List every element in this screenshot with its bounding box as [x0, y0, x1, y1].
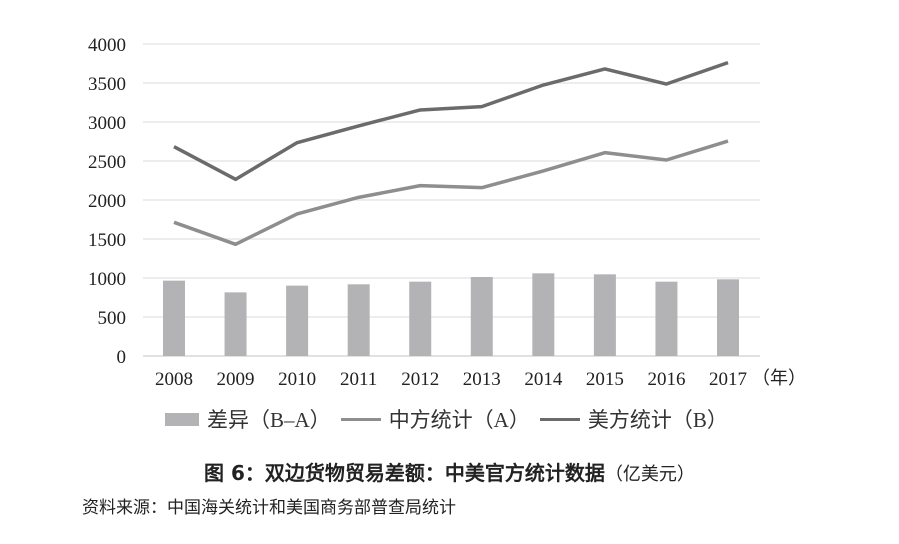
bar [470, 276, 493, 356]
legend: 差异（B–A） 中方统计（A） 美方统计（B） [165, 404, 738, 434]
y-tick-label: 2000 [88, 191, 126, 212]
x-tick-label: 2008 [155, 369, 193, 390]
bar [409, 281, 432, 356]
series-line [173, 60, 729, 182]
title-unit: （亿美元） [604, 464, 695, 484]
x-tick-label: 2013 [463, 369, 501, 390]
bar [532, 273, 555, 356]
y-tick-label: 3000 [88, 113, 126, 134]
y-tick-label: 0 [117, 347, 127, 368]
title-text: 图 6：双边货物贸易差额：中美官方统计数据 [204, 461, 605, 485]
x-tick-label: 2017 [709, 369, 747, 390]
x-tick-label: 2016 [647, 369, 685, 390]
legend-label: 中方统计（A） [388, 408, 530, 432]
x-tick-label: 2011 [340, 369, 377, 390]
y-tick-label: 1000 [88, 269, 126, 290]
x-tick-label: 2012 [401, 369, 439, 390]
y-tick-label: 4000 [88, 35, 126, 56]
bar [593, 274, 616, 356]
y-tick-label: 3500 [88, 74, 126, 95]
bar [347, 284, 370, 356]
y-tick-label: 1500 [88, 230, 126, 251]
bar [286, 285, 309, 356]
bar [717, 279, 739, 356]
legend-item-china: 中方统计（A） [340, 404, 530, 434]
x-tick-label: 2009 [217, 369, 255, 390]
bar [163, 280, 185, 356]
bar [655, 281, 678, 356]
chart-title: 图 6：双边货物贸易差额：中美官方统计数据（亿美元） [0, 457, 899, 486]
y-tick-label: 2500 [88, 152, 126, 173]
legend-swatch-line [340, 417, 381, 421]
chart: 0 500 1000 1500 2000 2500 3000 3500 4000 2008 2009… [88, 35, 806, 390]
x-axis-unit: （年） [752, 368, 806, 388]
legend-swatch-bar [165, 412, 199, 426]
bar [224, 292, 247, 356]
x-tick-label: 2010 [278, 369, 316, 390]
source-note: 资料来源：中国海关统计和美国商务部普查局统计 [82, 498, 456, 517]
x-tick-label: 2014 [524, 369, 563, 390]
x-tick-label: 2015 [586, 369, 624, 390]
legend-label: 美方统计（B） [587, 408, 728, 432]
legend-item-difference: 差异（B–A） [165, 404, 331, 434]
series-line [173, 139, 729, 247]
legend-label: 差异（B–A） [207, 408, 331, 432]
y-tick-label: 500 [98, 308, 127, 329]
legend-swatch-line [539, 417, 580, 421]
legend-item-us: 美方统计（B） [539, 404, 728, 434]
